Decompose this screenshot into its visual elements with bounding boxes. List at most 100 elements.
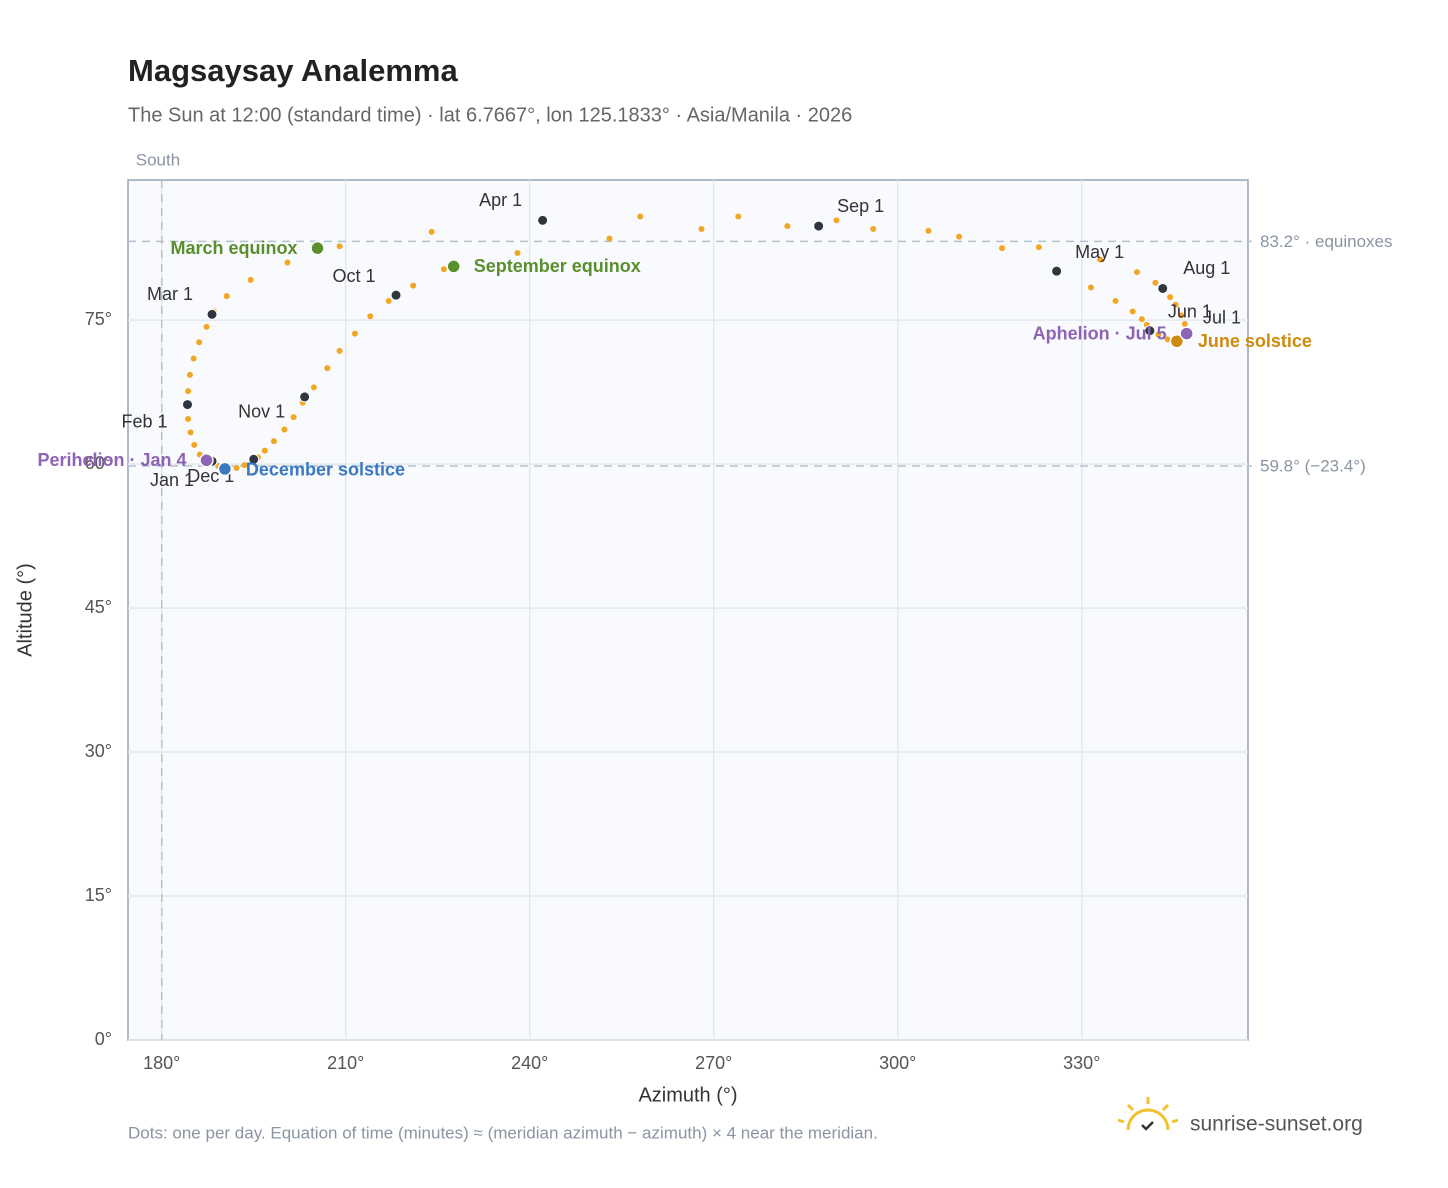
month-label: Jul 1: [1203, 307, 1241, 327]
day-dot: [233, 464, 240, 471]
day-dot: [606, 235, 613, 242]
day-dot: [190, 355, 197, 362]
day-dot: [1133, 269, 1140, 276]
month-marker: [299, 391, 311, 403]
day-dot: [870, 225, 877, 232]
day-dot: [698, 225, 705, 232]
event-label: Perihelion · Jan 4: [37, 450, 186, 470]
day-dot: [310, 384, 317, 391]
event-label: September equinox: [474, 256, 641, 276]
month-label: Mar 1: [147, 284, 193, 304]
day-dot: [290, 414, 297, 421]
event-marker: [1169, 334, 1185, 349]
day-dot: [1178, 312, 1185, 319]
y-tick-label: 30°: [85, 741, 112, 761]
day-dot: [514, 249, 521, 256]
day-dot: [385, 297, 392, 304]
day-dot: [428, 228, 435, 235]
day-dot: [247, 276, 254, 283]
day-dot: [925, 227, 932, 234]
month-label: Nov 1: [238, 402, 285, 422]
day-dot: [1129, 308, 1136, 315]
plot-area: [127, 179, 1249, 1041]
month-marker: [813, 220, 825, 232]
day-dot: [196, 339, 203, 346]
month-marker: [206, 308, 218, 320]
x-tick-label: 300°: [879, 1053, 916, 1073]
x-tick-label: 210°: [327, 1053, 364, 1073]
month-marker: [181, 399, 193, 411]
day-dot: [191, 441, 198, 448]
day-dot: [1167, 294, 1174, 301]
y-tick-label: 15°: [85, 885, 112, 905]
day-dot: [1035, 244, 1042, 251]
y-tick-label: 60°: [85, 453, 112, 473]
day-dot: [1181, 320, 1188, 327]
event-marker: [446, 259, 461, 274]
day-dot: [281, 426, 288, 433]
day-dot: [999, 245, 1006, 252]
event-label: Aphelion · Jul 5: [1033, 323, 1167, 343]
x-tick-label: 330°: [1063, 1053, 1100, 1073]
day-dot: [956, 233, 963, 240]
day-dot: [185, 415, 192, 422]
brand: sunrise-sunset.org: [1190, 1113, 1363, 1136]
chart-title: Magsaysay Analemma: [128, 53, 458, 88]
day-dot: [223, 293, 230, 300]
event-marker: [217, 461, 233, 477]
month-marker: [390, 289, 402, 301]
reference-label: 59.8° (−23.4°): [1260, 457, 1366, 476]
day-dot: [351, 330, 358, 337]
x-tick-label: 240°: [511, 1053, 548, 1073]
month-label: Feb 1: [121, 411, 167, 431]
day-dot: [336, 347, 343, 354]
day-dot: [833, 217, 840, 224]
event-marker: [1179, 326, 1194, 341]
day-dot: [367, 313, 374, 320]
day-dot: [324, 365, 331, 372]
x-axis-label: Azimuth (°): [638, 1084, 737, 1106]
x-tick-label: 180°: [143, 1053, 180, 1073]
footnote: Dots: one per day. Equation of time (min…: [128, 1123, 878, 1142]
day-dot: [637, 213, 644, 220]
month-marker: [1144, 325, 1156, 337]
event-label: June solstice: [1198, 331, 1312, 351]
month-label: Apr 1: [479, 190, 522, 210]
x-tick-label: 270°: [695, 1053, 732, 1073]
event-label: December solstice: [246, 460, 405, 480]
chart-subtitle: The Sun at 12:00 (standard time) · lat 6…: [128, 104, 852, 126]
day-dot: [186, 371, 193, 378]
day-dot: [1172, 301, 1179, 308]
day-dot: [261, 447, 268, 454]
y-tick-label: 75°: [85, 309, 112, 329]
meridian-label: South: [136, 150, 180, 169]
brand-icon: [1117, 1097, 1179, 1131]
day-dot: [241, 462, 248, 469]
day-dot: [1097, 256, 1104, 263]
day-dot: [784, 223, 791, 230]
reference-label: 83.2° · equinoxes: [1260, 232, 1393, 251]
month-label: Aug 1: [1183, 258, 1230, 278]
event-marker: [310, 240, 325, 256]
day-dot: [185, 388, 192, 395]
month-marker: [1157, 282, 1169, 294]
month-marker: [537, 214, 549, 226]
day-dot: [1164, 336, 1171, 343]
day-dot: [336, 243, 343, 250]
month-marker: [248, 453, 260, 465]
day-dot: [1152, 279, 1159, 286]
month-label: May 1: [1075, 242, 1124, 262]
event-label: March equinox: [170, 238, 297, 258]
month-label: Sep 1: [837, 196, 884, 216]
day-dot: [1112, 297, 1119, 304]
month-label: Oct 1: [333, 266, 376, 286]
y-tick-label: 45°: [85, 597, 112, 617]
day-dot: [1138, 316, 1145, 323]
month-label: Jun 1: [1168, 301, 1212, 321]
day-dot: [440, 266, 447, 273]
day-dot: [203, 323, 210, 330]
day-dot: [187, 429, 194, 436]
y-tick-label: 0°: [95, 1029, 112, 1049]
day-dot: [735, 213, 742, 220]
